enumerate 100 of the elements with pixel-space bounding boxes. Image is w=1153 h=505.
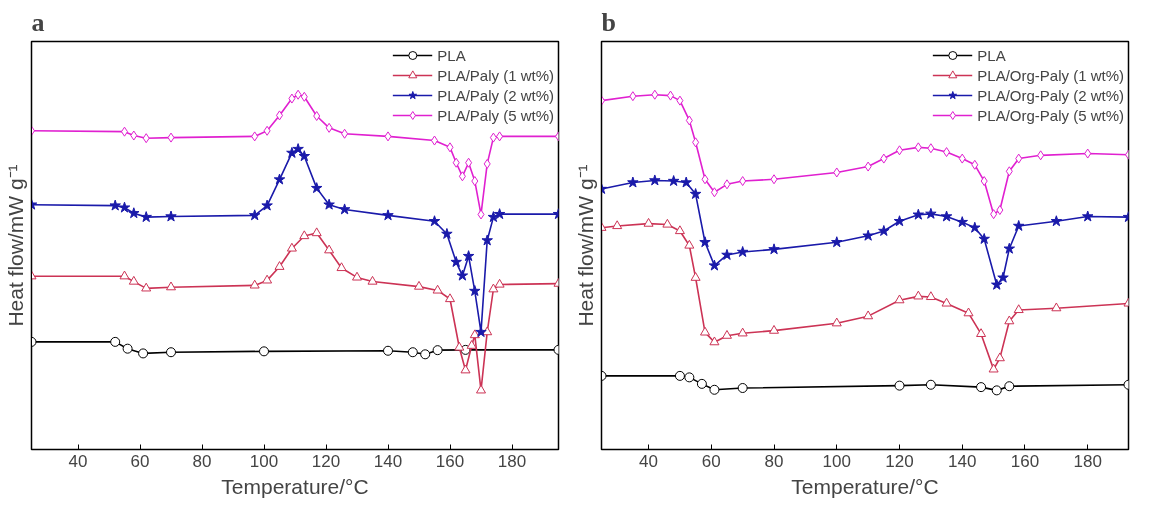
point <box>462 250 475 262</box>
point <box>627 176 639 188</box>
point <box>1081 210 1094 222</box>
point <box>494 278 505 288</box>
legend-label: PLA/Org-Paly (5 wt%) <box>977 106 1124 124</box>
point <box>299 230 310 240</box>
x-tick-label: 60 <box>130 451 150 471</box>
point <box>488 283 499 293</box>
point <box>708 259 721 271</box>
point <box>128 275 139 285</box>
point <box>489 132 497 143</box>
point <box>1004 381 1015 392</box>
point <box>441 227 453 239</box>
point <box>912 208 925 220</box>
point <box>894 294 905 304</box>
point <box>768 243 780 255</box>
point <box>248 209 261 221</box>
point <box>1004 315 1015 325</box>
point <box>249 279 260 289</box>
point <box>913 290 924 300</box>
x-tick-label: 120 <box>885 451 914 471</box>
x-tick-label: 140 <box>373 451 403 471</box>
x-axis-title: Temperature/°C <box>221 474 369 498</box>
point <box>251 131 259 142</box>
point <box>980 176 988 187</box>
x-tick-label: 160 <box>1010 451 1040 471</box>
point <box>833 167 841 178</box>
x-tick-label: 140 <box>948 451 977 471</box>
point <box>383 345 393 356</box>
point <box>651 89 659 100</box>
point <box>721 248 733 260</box>
point <box>288 93 296 104</box>
point <box>432 284 443 294</box>
point <box>880 153 888 164</box>
point <box>428 215 441 227</box>
point <box>420 349 431 360</box>
point <box>976 382 987 393</box>
point <box>864 161 872 172</box>
point <box>1050 215 1063 227</box>
point <box>1015 153 1023 164</box>
point <box>971 159 979 170</box>
point <box>1012 219 1025 231</box>
point <box>167 132 175 143</box>
point <box>894 380 905 391</box>
point <box>769 324 780 334</box>
point <box>925 291 936 301</box>
point <box>261 199 273 211</box>
point <box>262 274 273 284</box>
point <box>367 275 378 285</box>
point <box>298 150 311 162</box>
point <box>699 236 711 248</box>
point <box>689 188 702 200</box>
point <box>927 143 935 154</box>
point <box>458 171 466 182</box>
point <box>667 175 680 186</box>
point <box>956 216 968 228</box>
point <box>263 125 271 136</box>
point <box>690 272 701 281</box>
x-tick-label: 80 <box>192 451 212 471</box>
point <box>878 225 890 236</box>
point <box>493 208 506 220</box>
point <box>119 270 130 280</box>
point <box>700 326 711 336</box>
point <box>723 179 731 190</box>
point <box>110 336 121 347</box>
point <box>352 271 362 281</box>
point <box>273 173 286 185</box>
point <box>709 336 720 346</box>
point <box>274 261 285 270</box>
x-tick-label: 180 <box>1073 451 1102 471</box>
point <box>925 379 936 390</box>
point <box>414 280 424 290</box>
point <box>674 225 685 235</box>
x-tick-label: 120 <box>311 451 341 471</box>
point <box>685 115 693 126</box>
x-tick-label: 40 <box>68 451 88 471</box>
point <box>958 153 966 164</box>
point <box>978 233 990 244</box>
point <box>737 383 748 393</box>
point <box>465 157 473 168</box>
point <box>166 281 176 291</box>
point <box>477 209 485 220</box>
point <box>996 205 1004 216</box>
chart-title: a <box>31 7 45 37</box>
x-tick-label: 180 <box>497 451 527 471</box>
point <box>896 145 904 156</box>
point <box>925 207 937 219</box>
point <box>701 174 709 185</box>
legend-label: PLA <box>437 46 466 64</box>
point <box>831 236 843 248</box>
point <box>338 203 351 215</box>
x-tick-label: 100 <box>822 451 851 471</box>
point <box>292 143 304 155</box>
point <box>407 347 418 358</box>
point <box>737 327 748 337</box>
point <box>452 157 460 168</box>
point <box>662 218 673 228</box>
point <box>1051 302 1062 312</box>
point <box>969 221 981 233</box>
point <box>300 91 308 102</box>
